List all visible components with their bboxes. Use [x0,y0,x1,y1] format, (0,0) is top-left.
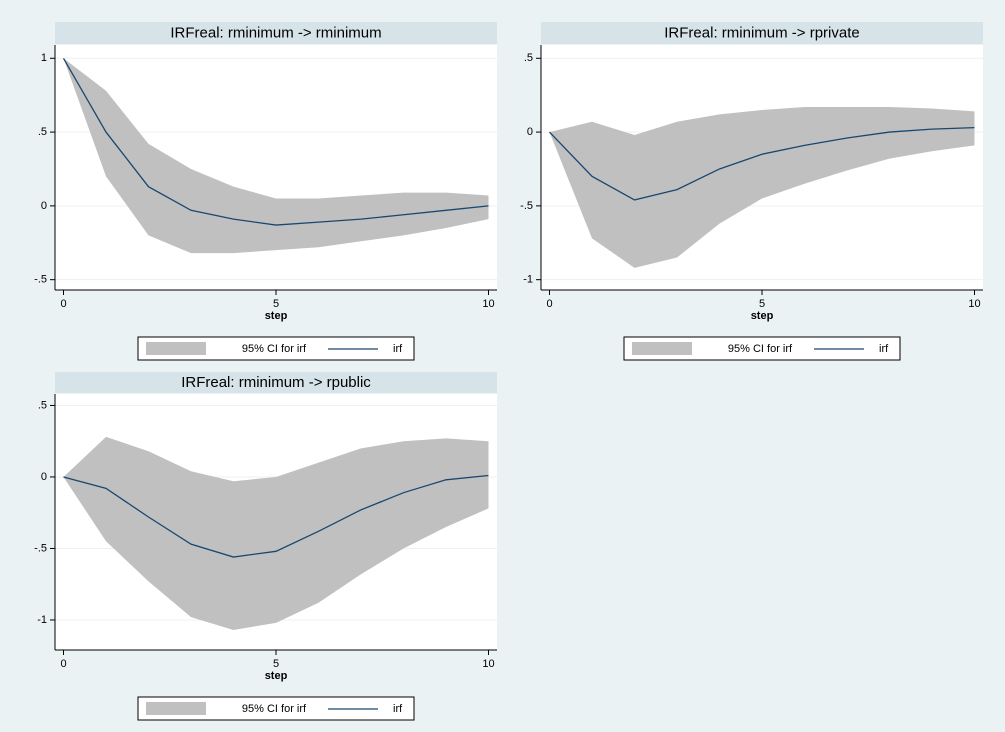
x-tick-label: 0 [60,298,66,310]
x-tick-label: 10 [968,298,980,310]
x-tick-label: 10 [482,298,494,310]
y-tick-label: .5 [524,52,533,64]
x-axis-label: step [265,310,288,322]
y-tick-label: -.5 [34,542,47,554]
y-tick-label: .5 [38,399,47,411]
panel-title: IRFreal: rminimum -> rprivate [664,24,859,41]
ci-band [63,58,489,254]
y-tick-label: 1 [41,52,47,64]
ci-band [549,106,975,268]
legend-swatch [632,342,692,355]
y-tick-label: -.5 [520,200,533,212]
y-tick-label: 0 [41,471,47,483]
y-tick-label: -.5 [34,274,47,286]
panel-title: IRFreal: rminimum -> rminimum [170,24,381,41]
x-tick-label: 10 [482,658,494,670]
x-tick-label: 5 [273,298,279,310]
x-tick-label: 0 [60,658,66,670]
y-tick-label: -1 [523,274,533,286]
legend-label: irf [879,343,889,355]
irf-line [63,474,489,558]
legend [137,336,415,361]
y-tick-label: 0 [41,200,47,212]
title-bar [55,22,497,44]
x-tick-label: 5 [759,298,765,310]
y-tick-label: 0 [527,126,533,138]
legend-swatch [146,702,206,715]
title-bar [541,22,983,44]
irf-line [62,57,489,226]
panel-title: IRFreal: rminimum -> rpublic [181,374,371,391]
legend-label: irf [393,703,403,715]
irf-line [549,127,975,201]
x-tick-label: 0 [546,298,552,310]
y-tick-label: .5 [38,126,47,138]
legend-label: 95% CI for irf [242,703,307,715]
legend-label: 95% CI for irf [242,343,307,355]
title-bar [55,372,497,393]
legend-swatch [146,342,206,355]
legend [137,696,415,721]
x-axis-label: step [751,310,774,322]
legend-label: 95% CI for irf [728,343,793,355]
y-tick-label: -1 [37,614,47,626]
x-axis-label: step [265,670,288,682]
legend-label: irf [393,343,403,355]
ci-band [63,436,489,630]
legend [623,336,901,361]
x-tick-label: 5 [273,658,279,670]
